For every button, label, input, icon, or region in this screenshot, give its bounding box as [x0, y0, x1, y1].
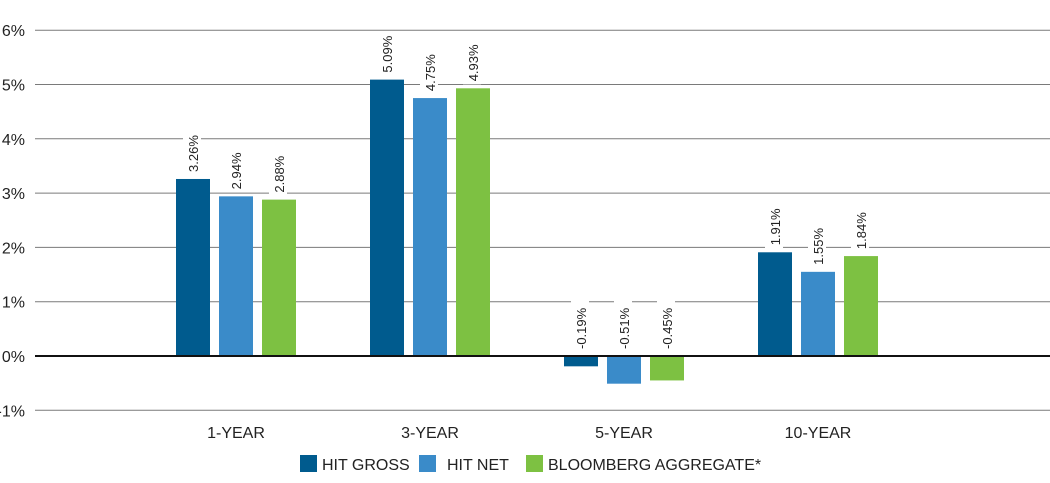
bar	[370, 79, 404, 356]
x-tick-label: 3-YEAR	[401, 425, 459, 442]
data-label: 1.91%	[768, 208, 783, 245]
y-tick-label: 5%	[2, 78, 25, 95]
data-label: 2.88%	[272, 155, 287, 192]
data-label-bg	[657, 300, 675, 352]
bar	[413, 98, 447, 356]
data-label-bg	[226, 148, 244, 193]
legend-label: BLOOMBERG AGGREGATE*	[548, 457, 761, 474]
data-label: 1.55%	[811, 228, 826, 265]
data-label: -0.19%	[574, 307, 589, 349]
data-label-bg	[614, 300, 632, 352]
bar	[758, 252, 792, 356]
bar	[801, 271, 835, 356]
legend-label: HIT NET	[447, 457, 509, 474]
data-label: 5.09%	[380, 35, 395, 72]
y-tick-label: 1%	[2, 295, 25, 312]
data-label: 4.93%	[466, 44, 481, 81]
data-label-bg	[571, 300, 589, 352]
data-label-bg	[463, 40, 481, 85]
y-tick-label: -1%	[0, 403, 25, 420]
legend-label: HIT GROSS	[322, 457, 410, 474]
data-label: -0.51%	[617, 307, 632, 349]
data-label-bg	[377, 31, 395, 76]
data-label-bg	[808, 223, 826, 268]
bar	[176, 178, 210, 356]
legend-swatch	[419, 455, 436, 472]
data-label: 3.26%	[186, 135, 201, 172]
data-label: -0.45%	[660, 307, 675, 349]
bar	[650, 356, 684, 381]
data-label: 1.84%	[854, 212, 869, 249]
data-label-bg	[269, 151, 287, 196]
data-label-bg	[420, 50, 438, 95]
y-tick-label: 2%	[2, 240, 25, 257]
data-label-bg	[851, 208, 869, 253]
y-tick-label: 4%	[2, 132, 25, 149]
data-label: 4.75%	[423, 54, 438, 91]
bar	[219, 196, 253, 356]
bar	[456, 88, 490, 357]
y-tick-label: 0%	[2, 349, 25, 366]
x-tick-label: 1-YEAR	[207, 425, 265, 442]
data-label-bg	[765, 204, 783, 249]
data-label-bg	[183, 130, 201, 175]
x-tick-label: 10-YEAR	[785, 425, 852, 442]
bar	[844, 256, 878, 356]
x-tick-label: 5-YEAR	[595, 425, 653, 442]
y-tick-label: 3%	[2, 186, 25, 203]
legend-swatch	[300, 455, 317, 472]
bar	[564, 356, 598, 367]
legend-swatch	[526, 455, 543, 472]
y-tick-label: 6%	[2, 23, 25, 40]
data-label: 2.94%	[229, 152, 244, 189]
bar	[262, 199, 296, 356]
bar	[607, 356, 641, 384]
